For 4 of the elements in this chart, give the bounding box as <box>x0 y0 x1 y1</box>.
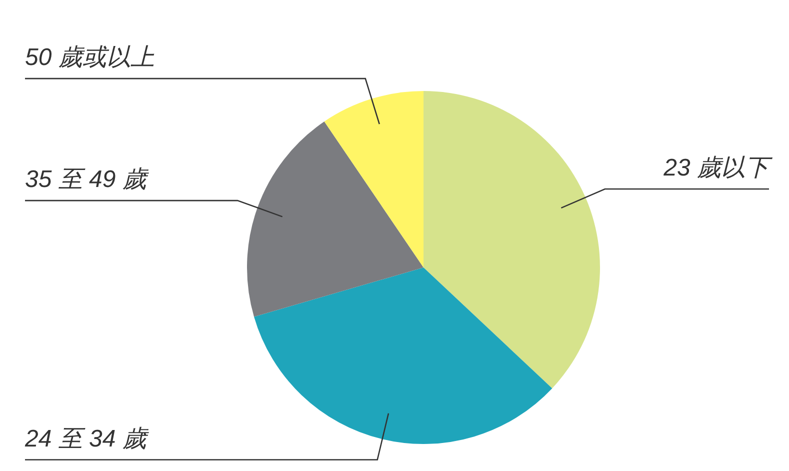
slice-label: 50 歲或以上 <box>25 44 154 72</box>
slice-label: 23 歲以下 <box>662 154 773 182</box>
slice-label: 35 至 49 歲 <box>25 166 150 194</box>
slice-label: 24 至 34 歲 <box>24 425 150 452</box>
